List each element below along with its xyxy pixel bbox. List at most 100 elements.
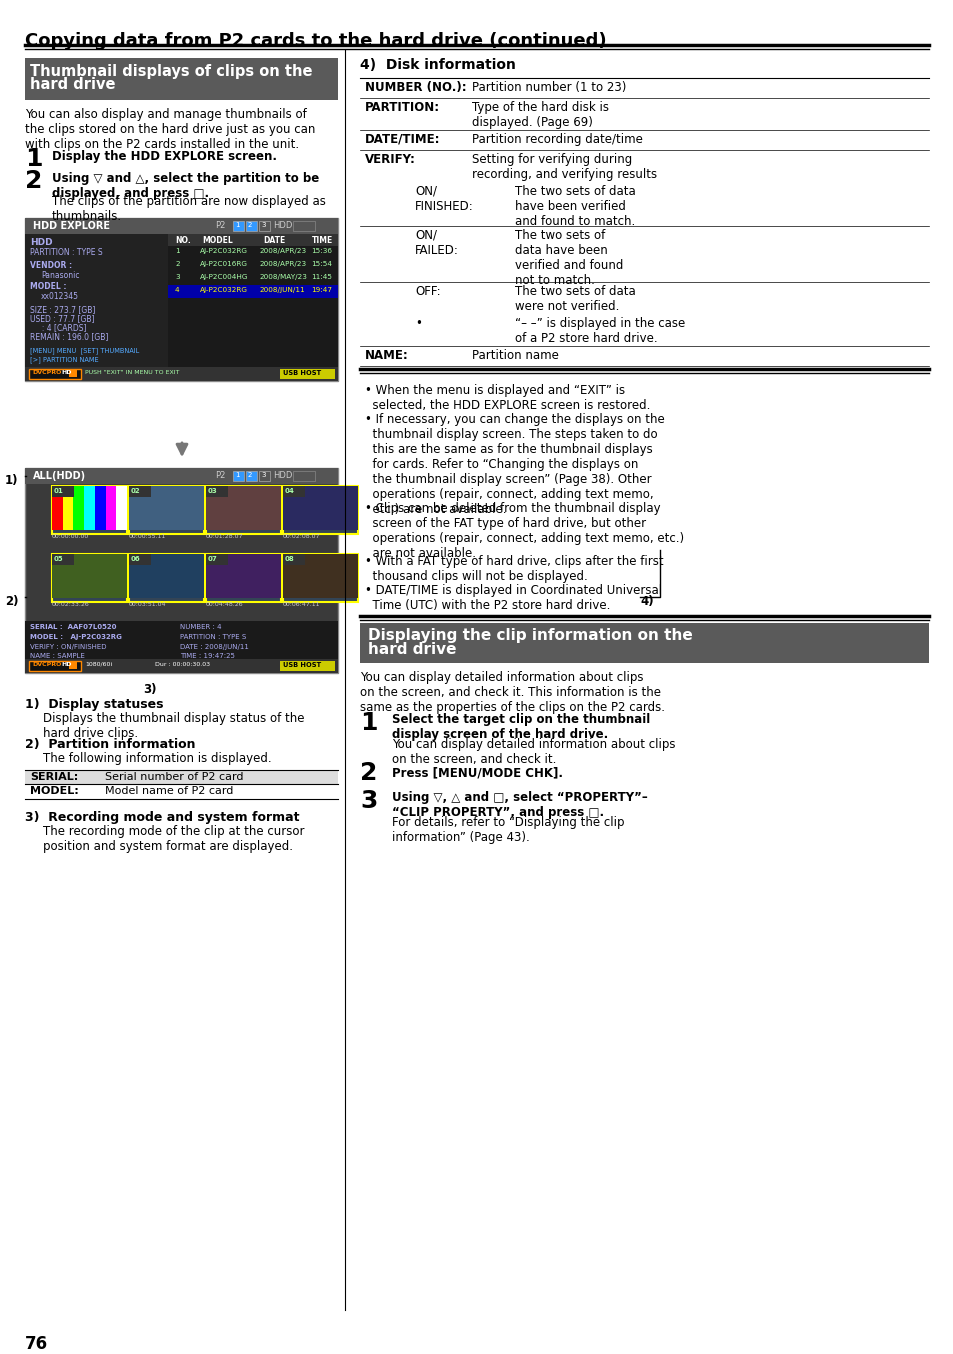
- Bar: [280, 661, 335, 672]
- Bar: [25, 58, 337, 100]
- Text: OFF:: OFF:: [415, 284, 440, 298]
- Bar: [293, 221, 314, 232]
- Text: hard drive: hard drive: [30, 77, 115, 92]
- Text: The two sets of data
have been verified
and found to match.: The two sets of data have been verified …: [515, 185, 635, 227]
- Text: • When the menu is displayed and “EXIT” is
  selected, the HDD EXPLORE screen is: • When the menu is displayed and “EXIT” …: [365, 385, 650, 412]
- Text: 01: 01: [54, 487, 64, 494]
- Text: Copying data from P2 cards to the hard drive (continued): Copying data from P2 cards to the hard d…: [25, 32, 606, 50]
- Bar: [206, 486, 281, 529]
- Text: AJ-P2C032RG: AJ-P2C032RG: [200, 248, 248, 255]
- Text: P2: P2: [214, 221, 225, 230]
- Text: 3: 3: [174, 274, 179, 280]
- Text: 02: 02: [131, 487, 140, 494]
- Text: xx012345: xx012345: [41, 292, 79, 301]
- Text: 2008/MAY/23: 2008/MAY/23: [258, 274, 307, 280]
- Bar: [206, 554, 281, 598]
- Bar: [293, 471, 314, 481]
- Text: Partition recording date/time: Partition recording date/time: [472, 133, 642, 146]
- Bar: [206, 486, 228, 497]
- Bar: [206, 554, 281, 603]
- Text: ALL(HDD): ALL(HDD): [33, 471, 86, 481]
- Text: The clips of the partition are now displayed as
thumbnails.: The clips of the partition are now displ…: [52, 195, 326, 223]
- Bar: [129, 554, 151, 565]
- Bar: [29, 661, 81, 672]
- Text: The two sets of data
were not verified.: The two sets of data were not verified.: [515, 284, 635, 313]
- Text: You can display detailed information about clips
on the screen, and check it. Th: You can display detailed information abo…: [359, 672, 664, 714]
- Text: 00:01:28.07: 00:01:28.07: [206, 533, 243, 539]
- Bar: [25, 468, 337, 483]
- Text: 15:54: 15:54: [311, 261, 332, 267]
- Text: Select the target clip on the thumbnail
display screen of the hard drive.: Select the target clip on the thumbnail …: [392, 714, 650, 741]
- Text: • Clips can be deleted from the thumbnail display
  screen of the FAT type of ha: • Clips can be deleted from the thumbnai…: [365, 502, 683, 561]
- Bar: [246, 471, 256, 481]
- Bar: [233, 221, 244, 232]
- Text: 1: 1: [25, 148, 43, 171]
- Text: HDD: HDD: [273, 471, 292, 481]
- Text: TIME: TIME: [312, 236, 333, 245]
- Text: 3)  Recording mode and system format: 3) Recording mode and system format: [25, 811, 299, 825]
- Text: You can also display and manage thumbnails of
the clips stored on the hard drive: You can also display and manage thumbnai…: [25, 108, 315, 152]
- Text: 1: 1: [234, 222, 239, 227]
- Bar: [129, 554, 204, 603]
- Text: VERIFY : ON/FINISHED: VERIFY : ON/FINISHED: [30, 645, 107, 650]
- Bar: [25, 770, 337, 784]
- Text: Serial number of P2 card: Serial number of P2 card: [105, 772, 243, 783]
- Text: Using ▽, △ and □, select “PROPERTY”–
“CLIP PROPERTY”, and press □.: Using ▽, △ and □, select “PROPERTY”– “CL…: [392, 791, 647, 819]
- Bar: [25, 367, 337, 380]
- Text: HD: HD: [61, 370, 71, 375]
- Bar: [283, 554, 357, 603]
- Text: “– –” is displayed in the case
of a P2 store hard drive.: “– –” is displayed in the case of a P2 s…: [515, 317, 684, 345]
- Text: P2: P2: [214, 471, 225, 481]
- Text: Display the HDD EXPLORE screen.: Display the HDD EXPLORE screen.: [52, 150, 276, 162]
- Text: TIME : 19:47:25: TIME : 19:47:25: [180, 653, 234, 659]
- Text: NUMBER : 4: NUMBER : 4: [180, 624, 221, 630]
- Text: 2008/APR/23: 2008/APR/23: [258, 248, 306, 255]
- Text: 11:45: 11:45: [311, 274, 332, 280]
- Text: Panasonic: Panasonic: [41, 271, 79, 280]
- Text: Type of the hard disk is
displayed. (Page 69): Type of the hard disk is displayed. (Pag…: [472, 102, 608, 129]
- Text: PARTITION : TYPE S: PARTITION : TYPE S: [180, 634, 246, 640]
- Text: Thumbnail displays of clips on the: Thumbnail displays of clips on the: [30, 64, 313, 79]
- Text: [MENU] MENU  [SET] THUMBNAIL: [MENU] MENU [SET] THUMBNAIL: [30, 347, 139, 353]
- Bar: [129, 486, 204, 533]
- Text: HDD EXPLORE: HDD EXPLORE: [33, 221, 110, 232]
- Bar: [283, 486, 357, 533]
- Bar: [283, 554, 357, 598]
- Text: AJ-P2C004HG: AJ-P2C004HG: [200, 274, 248, 280]
- Text: • With a FAT type of hard drive, clips after the first
  thousand clips will not: • With a FAT type of hard drive, clips a…: [365, 555, 663, 584]
- Bar: [258, 221, 270, 232]
- Bar: [52, 554, 74, 565]
- Text: 05: 05: [54, 556, 64, 562]
- Text: 00:02:33.26: 00:02:33.26: [52, 603, 90, 607]
- Text: 00:04:48.26: 00:04:48.26: [206, 603, 243, 607]
- Text: •: •: [415, 317, 421, 330]
- Text: Partition number (1 to 23): Partition number (1 to 23): [472, 81, 626, 93]
- Text: 4)  Disk information: 4) Disk information: [359, 58, 516, 72]
- Text: 00:00:00.00: 00:00:00.00: [52, 533, 90, 539]
- Text: 08: 08: [285, 556, 294, 562]
- Text: Press [MENU/MODE CHK].: Press [MENU/MODE CHK].: [392, 766, 562, 779]
- Text: 2008/APR/23: 2008/APR/23: [258, 261, 306, 267]
- Bar: [283, 486, 305, 497]
- Bar: [168, 234, 337, 380]
- Text: : 4 [CARDS]: : 4 [CARDS]: [30, 324, 87, 332]
- Bar: [52, 486, 63, 529]
- Text: 2: 2: [248, 222, 253, 227]
- Text: USB HOST: USB HOST: [283, 662, 321, 668]
- Text: SERIAL :  AAF07L0520: SERIAL : AAF07L0520: [30, 624, 116, 630]
- Text: SERIAL:: SERIAL:: [30, 772, 78, 783]
- Bar: [116, 486, 127, 529]
- Bar: [52, 486, 74, 497]
- Text: 1): 1): [5, 474, 18, 487]
- Text: NAME : SAMPLE: NAME : SAMPLE: [30, 653, 85, 659]
- Text: DATE/TIME:: DATE/TIME:: [365, 133, 440, 146]
- Bar: [168, 246, 337, 259]
- Bar: [52, 554, 127, 598]
- Text: SIZE : 273.7 [GB]: SIZE : 273.7 [GB]: [30, 305, 95, 314]
- Text: The following information is displayed.: The following information is displayed.: [43, 751, 272, 765]
- Bar: [25, 621, 337, 659]
- Bar: [168, 272, 337, 284]
- Text: AJ-P2C016RG: AJ-P2C016RG: [200, 261, 248, 267]
- Bar: [258, 471, 270, 481]
- Text: The two sets of
data have been
verified and found
not to match.: The two sets of data have been verified …: [515, 229, 622, 287]
